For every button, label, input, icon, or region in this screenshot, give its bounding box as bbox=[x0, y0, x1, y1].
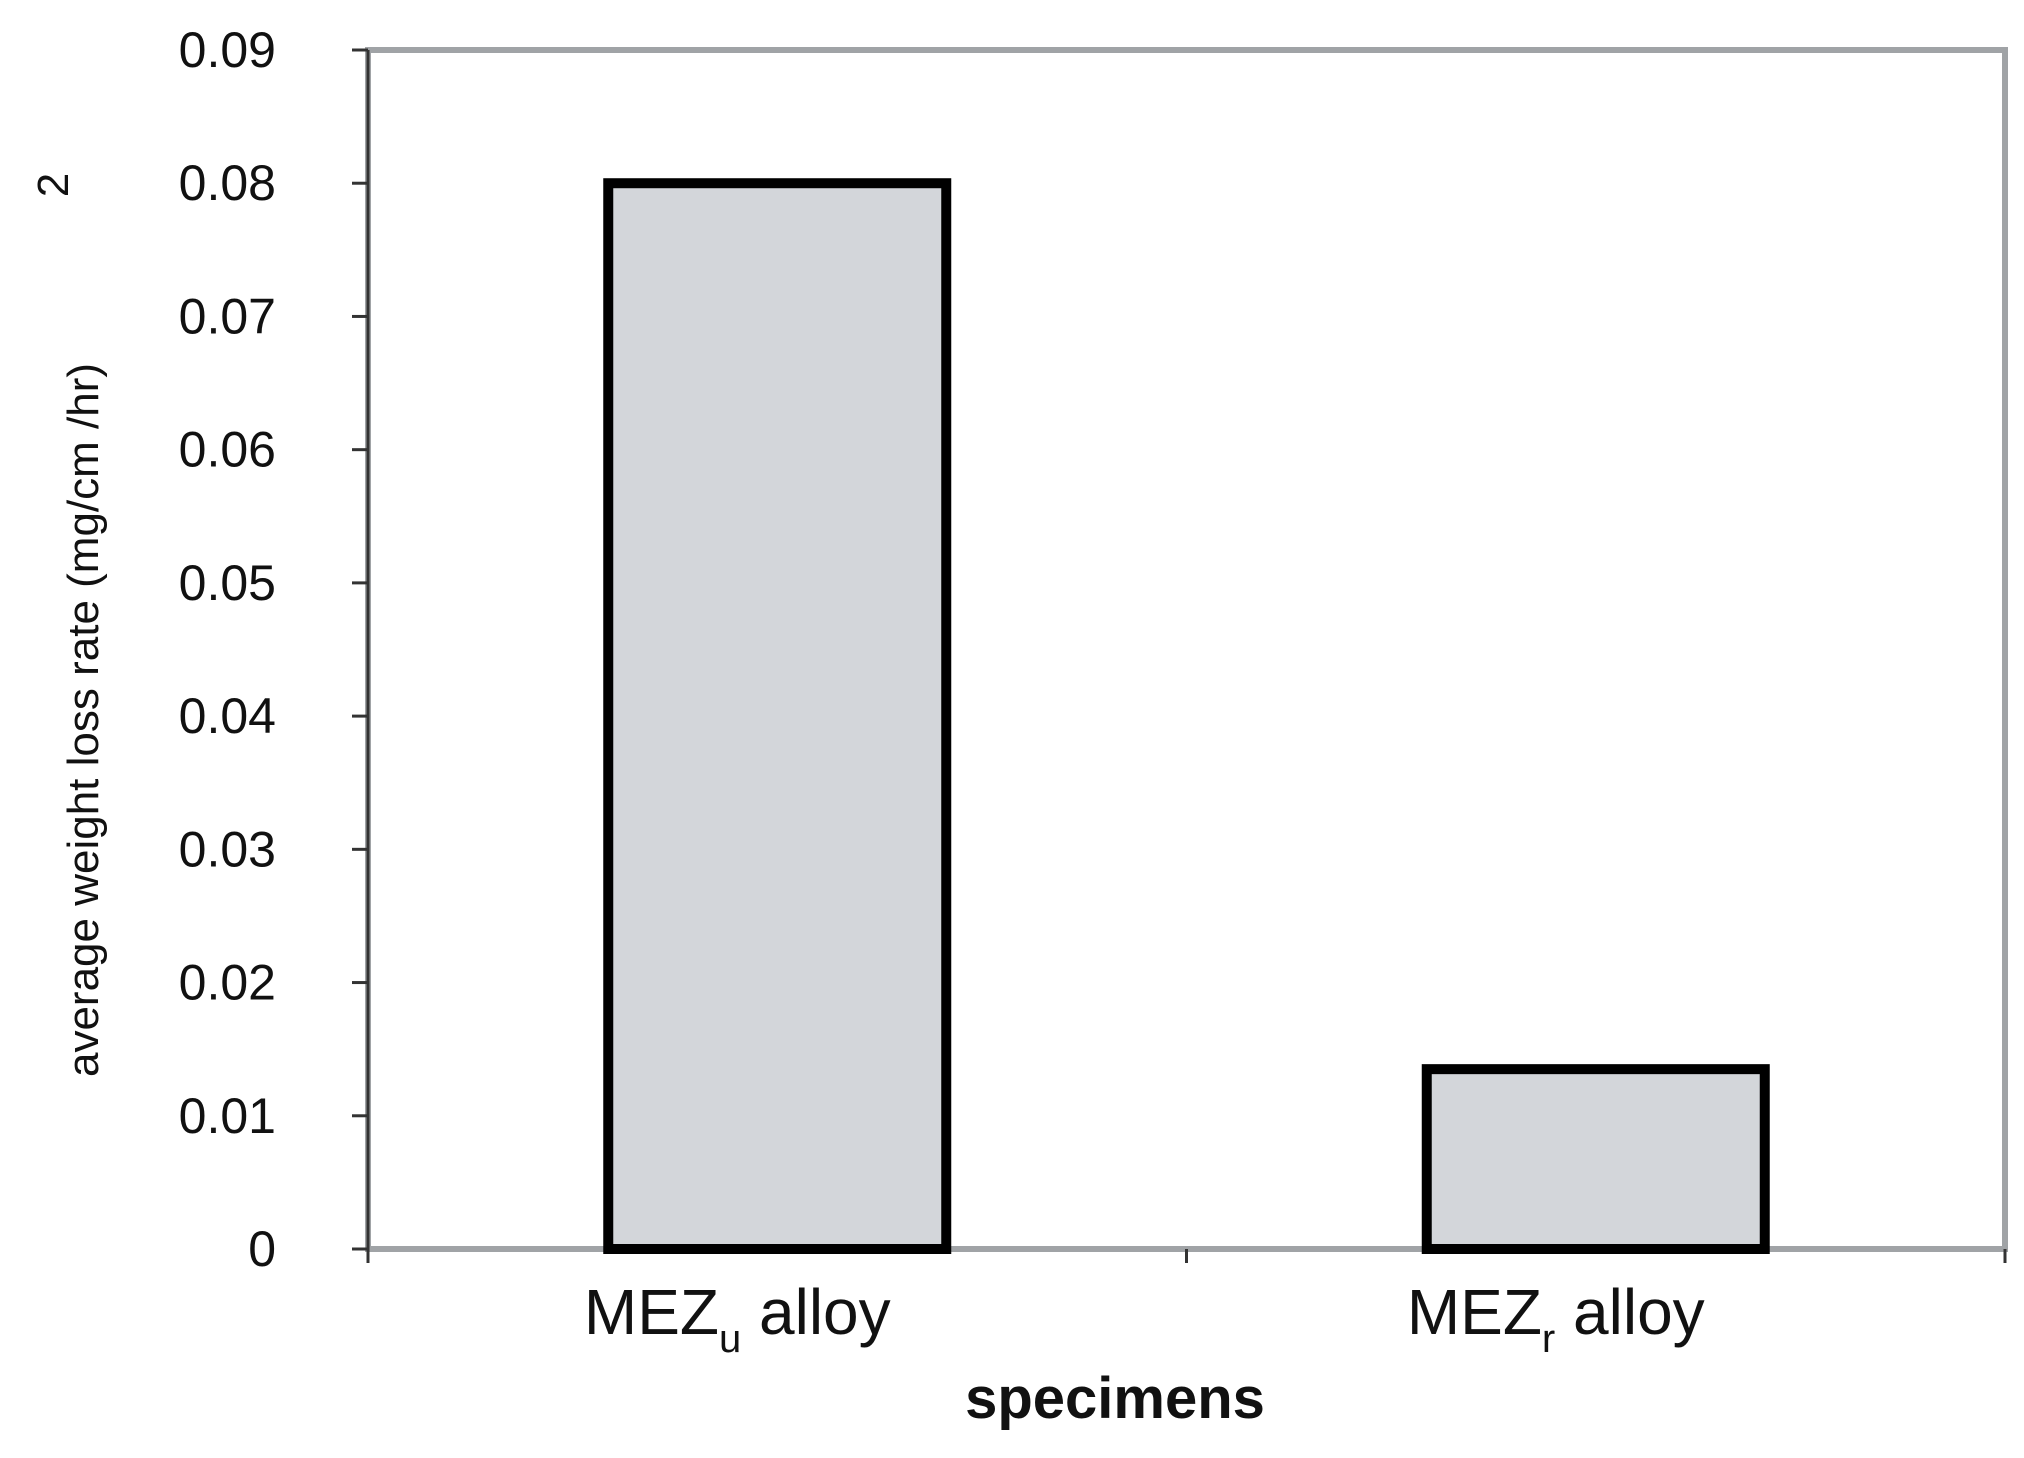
x-category-label: MEZu alloy bbox=[584, 1276, 891, 1361]
x-category-label: MEZr alloy bbox=[1407, 1276, 1705, 1361]
y-axis-title: average weight loss rate (mg/cm /hr) 2 bbox=[29, 173, 108, 1077]
y-tick-label: 0.05 bbox=[179, 555, 276, 611]
y-tick-label: 0.09 bbox=[179, 22, 276, 78]
y-tick-label: 0.07 bbox=[179, 288, 276, 344]
x-axis-title: specimens bbox=[965, 1366, 1265, 1431]
y-tick-label: 0.06 bbox=[179, 422, 276, 478]
y-axis-title-superscript: 2 bbox=[29, 173, 78, 197]
y-tick-label: 0.08 bbox=[179, 155, 276, 211]
y-tick-label: 0.03 bbox=[179, 821, 276, 877]
y-axis-title-text: average weight loss rate (mg/cm /hr) bbox=[59, 363, 108, 1077]
y-tick-label: 0 bbox=[248, 1221, 276, 1277]
bar-2 bbox=[1421, 1064, 1770, 1255]
bar-1 bbox=[603, 178, 952, 1255]
y-axis: 0 0.01 0.02 0.03 0.04 0.05 0.06 0.07 0.08 0.09 bbox=[179, 22, 370, 1277]
y-tick-label: 0.04 bbox=[179, 688, 276, 744]
x-axis: MEZu alloy MEZr alloy bbox=[366, 1249, 2007, 1361]
y-tick-label: 0.01 bbox=[179, 1088, 276, 1144]
y-tick-label: 0.02 bbox=[179, 955, 276, 1011]
bars bbox=[603, 178, 1770, 1255]
